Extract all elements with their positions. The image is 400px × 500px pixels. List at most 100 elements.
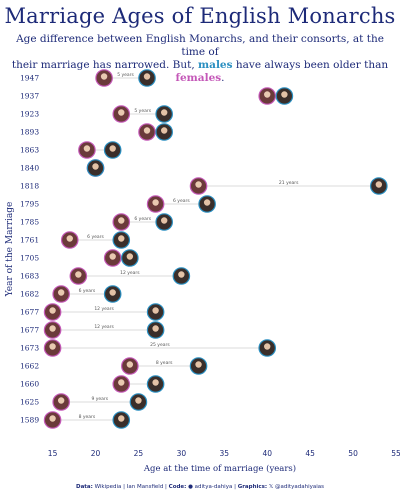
female-portrait-face [152,199,159,206]
male-portrait-face [375,181,383,188]
y-tick-label: 1818 [20,182,39,191]
x-tick-label: 15 [48,449,58,458]
age-gap-label: 6 years [79,288,96,294]
y-tick-label: 1947 [20,74,39,83]
female-portrait-face [100,73,108,80]
age-gap-label: 21 years [279,180,299,186]
age-gap-label: 8 years [79,414,96,420]
marriage-row: 1673 25 years [20,339,277,357]
axis-layer: Year of the Marriage 15 20 25 30 35 40 45 50 55 Ag… [5,202,400,474]
x-tick-label: 25 [134,449,144,458]
subtitle-text-3: have always been older than [232,59,389,71]
age-gap-label: 12 years [94,306,114,312]
age-gap-label: 5 years [117,72,134,78]
male-portrait-face [281,91,288,98]
female-portrait-face [195,181,202,188]
female-portrait-face [49,343,56,350]
x-tick-label: 30 [177,449,187,458]
y-tick-label: 1761 [20,236,39,245]
caption-code-value: aditya-dahiya | [194,484,236,490]
marriage-row: 1662 8 years [20,357,208,375]
female-portrait-face [66,235,73,242]
age-gap-label: 9 years [91,396,108,402]
marriage-row: 1761 6 years [20,231,131,249]
female-portrait-face [109,253,116,260]
male-portrait-face [118,415,125,422]
y-tick-label: 1785 [20,218,39,227]
marriage-row: 1937 [20,87,294,105]
marriage-row: 1893 [20,123,173,141]
caption-data-label: Data: [76,484,93,490]
x-tick-label: 55 [391,449,400,458]
male-portrait-face [118,235,125,242]
male-portrait-face [160,109,168,116]
x-tick-label: 40 [262,449,272,458]
marriage-row: 1863 [20,141,122,159]
male-portrait-face [109,145,116,152]
subtitle-text-1: Age difference between English Monarchs,… [16,33,384,58]
female-portrait-face [75,271,82,278]
male-portrait-face [203,199,211,206]
age-gap-label: 8 years [156,360,173,366]
caption-code-label: Code: [168,484,187,490]
male-portrait-face [152,307,159,314]
marriage-row: 1947 5 years [20,69,156,87]
male-portrait-face [135,397,142,404]
marriage-row: 1795 6 years [20,195,216,213]
male-portrait-face [92,163,99,170]
subtitle-female-word: females [175,72,222,84]
female-portrait-face [49,415,56,422]
y-tick-label: 1677 [20,326,39,335]
caption-data-value: Wikipedia | Ian Mansfield | [94,484,167,490]
marriage-row: 1840 [20,159,105,177]
rows-layer: 1947 5 years 1937 1923 5 years 1893 1863 1840 18… [20,69,388,429]
marriage-row: 1705 [20,249,139,267]
age-gap-label: 5 years [134,108,151,114]
age-gap-label: 6 years [173,198,190,204]
marriage-row: 1818 21 years [20,177,388,195]
chart-caption: Data: Wikipedia | Ian Mansfield | Code: … [0,484,400,490]
github-icon: ● [188,484,193,490]
marriage-row: 1589 8 years [20,411,131,429]
y-tick-label: 1863 [20,146,39,155]
x-tick-label: 20 [91,449,101,458]
y-axis-title: Year of the Marriage [5,202,15,298]
age-gap-label: 6 years [134,216,151,222]
y-tick-label: 1673 [20,344,39,353]
male-portrait-face [160,127,168,134]
y-tick-label: 1625 [20,398,39,407]
age-gap-label: 12 years [94,324,114,330]
marriage-row: 1683 12 years [20,267,191,285]
age-gap-label: 25 years [150,342,170,348]
y-tick-label: 1677 [20,308,39,317]
x-tick-label: 45 [305,449,315,458]
marriage-row: 1785 6 years [20,213,173,231]
y-tick-label: 1840 [20,164,39,173]
age-gap-label: 6 years [87,234,104,240]
subtitle-male-word: males [198,59,233,71]
marriage-row: 1923 5 years [20,105,173,123]
subtitle-text-4: . [221,72,225,84]
chart-subtitle: Age difference between English Monarchs,… [10,33,390,85]
y-tick-label: 1937 [20,92,39,101]
female-portrait-face [118,109,125,116]
y-tick-label: 1683 [20,272,39,281]
x-icon: 𝕏 [268,484,274,490]
marriage-row: 1682 6 years [20,285,122,303]
y-tick-label: 1682 [20,290,39,299]
x-tick-label: 50 [348,449,358,458]
x-tick-label: 35 [220,449,230,458]
caption-graphics-label: Graphics: [237,484,268,490]
female-portrait-face [118,379,125,386]
female-portrait-face [83,145,91,152]
female-portrait-face [57,289,65,296]
male-portrait-face [264,343,271,350]
female-portrait-face [126,361,134,368]
male-portrait-face [178,271,185,278]
female-portrait-face [118,217,125,224]
female-portrait-face [143,127,151,134]
male-portrait-face [152,325,159,332]
y-tick-label: 1795 [20,200,39,209]
marriage-row: 1660 [20,375,165,393]
